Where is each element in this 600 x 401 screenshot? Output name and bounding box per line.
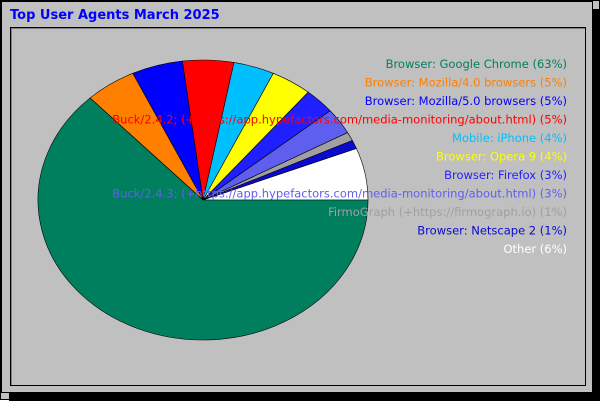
legend-entry-5: Browser: Opera 9 (4%) xyxy=(436,150,567,164)
legend-entry-10: Other (6%) xyxy=(503,242,567,256)
legend-entry-0: Browser: Google Chrome (63%) xyxy=(386,57,567,71)
chart-title: Top User Agents March 2025 xyxy=(10,8,220,23)
pie-slice-0 xyxy=(37,97,369,341)
legend-entry-7: Buck/2.4.3; (+https://app.hypefactors.co… xyxy=(112,187,567,201)
frame-shadow-bottom xyxy=(9,393,600,401)
legend-entry-8: FirmoGraph (+https://firmograph.io) (1%) xyxy=(328,205,567,219)
legend-entry-6: Browser: Firefox (3%) xyxy=(444,168,567,182)
legend-entry-4: Mobile: iPhone (4%) xyxy=(452,131,567,145)
legend-entry-2: Browser: Mozilla/5.0 browsers (5%) xyxy=(365,94,567,108)
legend: Browser: Google Chrome (63%) Browser: Moz… xyxy=(112,57,567,256)
frame-shadow-right xyxy=(593,9,600,401)
legend-entry-1: Browser: Mozilla/4.0 browsers (5%) xyxy=(365,76,567,90)
legend-entry-9: Browser: Netscape 2 (1%) xyxy=(417,224,567,238)
pie-slices xyxy=(37,59,369,341)
legend-entry-3: Buck/2.4.2; (+https://app.hypefactors.co… xyxy=(112,113,567,127)
